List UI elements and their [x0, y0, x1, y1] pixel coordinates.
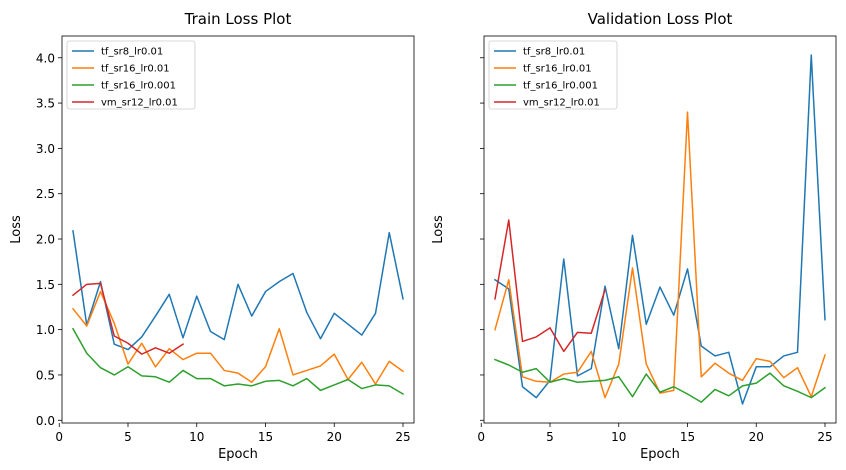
legend: tf_sr8_lr0.01 tf_sr16_lr0.01 tf_sr16_lr0.0… [66, 40, 196, 110]
y-tick-label: 1.0 [36, 323, 55, 337]
y-tick-label: 3.0 [36, 142, 55, 156]
x-tick-label: 25 [395, 430, 410, 444]
series-line-tf-sr8-lr0-01 [72, 230, 404, 351]
legend-item: tf_sr8_lr0.01 [494, 47, 585, 58]
legend-item: tf_sr16_lr0.001 [72, 81, 176, 92]
y-tick-label: 4.0 [36, 51, 55, 65]
legend-label: tf_sr16_lr0.01 [101, 64, 170, 75]
x-tick-label: 15 [680, 430, 695, 444]
x-tick-label: 0 [55, 430, 63, 444]
plot-lines [493, 54, 827, 405]
x-tick-label: 5 [124, 430, 132, 444]
x-tick-label: 10 [189, 430, 204, 444]
axes-frame [61, 35, 415, 424]
series-line-tf-sr16-lr0-001 [494, 358, 827, 403]
validation-loss-panel: 0 5 10 15 20 25 Validation Loss Plot Epoch Loss t… [431, 10, 837, 462]
legend-label: tf_sr16_lr0.001 [101, 81, 176, 92]
axes-frame [483, 35, 837, 424]
plot-lines [71, 230, 405, 396]
x-axis-label: Epoch [218, 447, 258, 462]
legend-item: vm_sr12_lr0.01 [494, 98, 600, 109]
legend-item: tf_sr8_lr0.01 [72, 47, 163, 58]
legend-item: tf_sr16_lr0.001 [494, 81, 598, 92]
x-tick-label: 5 [546, 430, 554, 444]
y-axis-label: Loss [431, 215, 446, 244]
chart-title: Train Loss Plot [184, 10, 292, 28]
series-line-tf-sr16-lr0-001 [71, 327, 405, 396]
x-tick-label: 20 [749, 430, 764, 444]
legend-box [66, 40, 196, 110]
y-tick-label: 2.0 [36, 233, 55, 247]
legend-item: tf_sr16_lr0.01 [72, 64, 170, 75]
chart-title: Validation Loss Plot [588, 10, 733, 28]
legend-label: vm_sr12_lr0.01 [101, 98, 178, 109]
series-line-vm-sr12-lr0-01 [71, 282, 185, 355]
x-tick-label: 15 [258, 430, 273, 444]
legend-item: vm_sr12_lr0.01 [72, 98, 178, 109]
series-line-vm-sr12-lr0-01 [494, 219, 606, 353]
x-axis-label: Epoch [640, 447, 680, 462]
legend-box [488, 40, 618, 110]
x-tick-label: 20 [327, 430, 342, 444]
legend-item: tf_sr16_lr0.01 [494, 64, 592, 75]
series-line-tf-sr8-lr0-01 [493, 54, 826, 405]
legend-label: tf_sr8_lr0.01 [101, 47, 163, 58]
x-tick-label: 0 [477, 430, 485, 444]
legend-label: tf_sr16_lr0.001 [523, 81, 598, 92]
y-tick-label: 0.0 [36, 414, 55, 428]
y-tick-label: 1.5 [36, 278, 55, 292]
legend-label: tf_sr8_lr0.01 [523, 47, 585, 58]
y-tick-label: 2.5 [36, 187, 55, 201]
legend-label: tf_sr16_lr0.01 [523, 64, 592, 75]
x-tick-label: 25 [817, 430, 832, 444]
y-tick-label: 3.5 [36, 97, 55, 111]
x-tick-label: 10 [611, 430, 626, 444]
train-loss-panel: 0 5 10 15 20 25 0.0 0.5 1.0 1.5 2.0 2.5 3.0 3.5 4.0 Tra… [9, 10, 415, 462]
y-tick-label: 0.5 [36, 368, 55, 382]
legend-label: vm_sr12_lr0.01 [523, 98, 600, 109]
legend: tf_sr8_lr0.01 tf_sr16_lr0.01 tf_sr16_lr0.0… [488, 40, 618, 110]
y-axis-label: Loss [9, 215, 24, 244]
